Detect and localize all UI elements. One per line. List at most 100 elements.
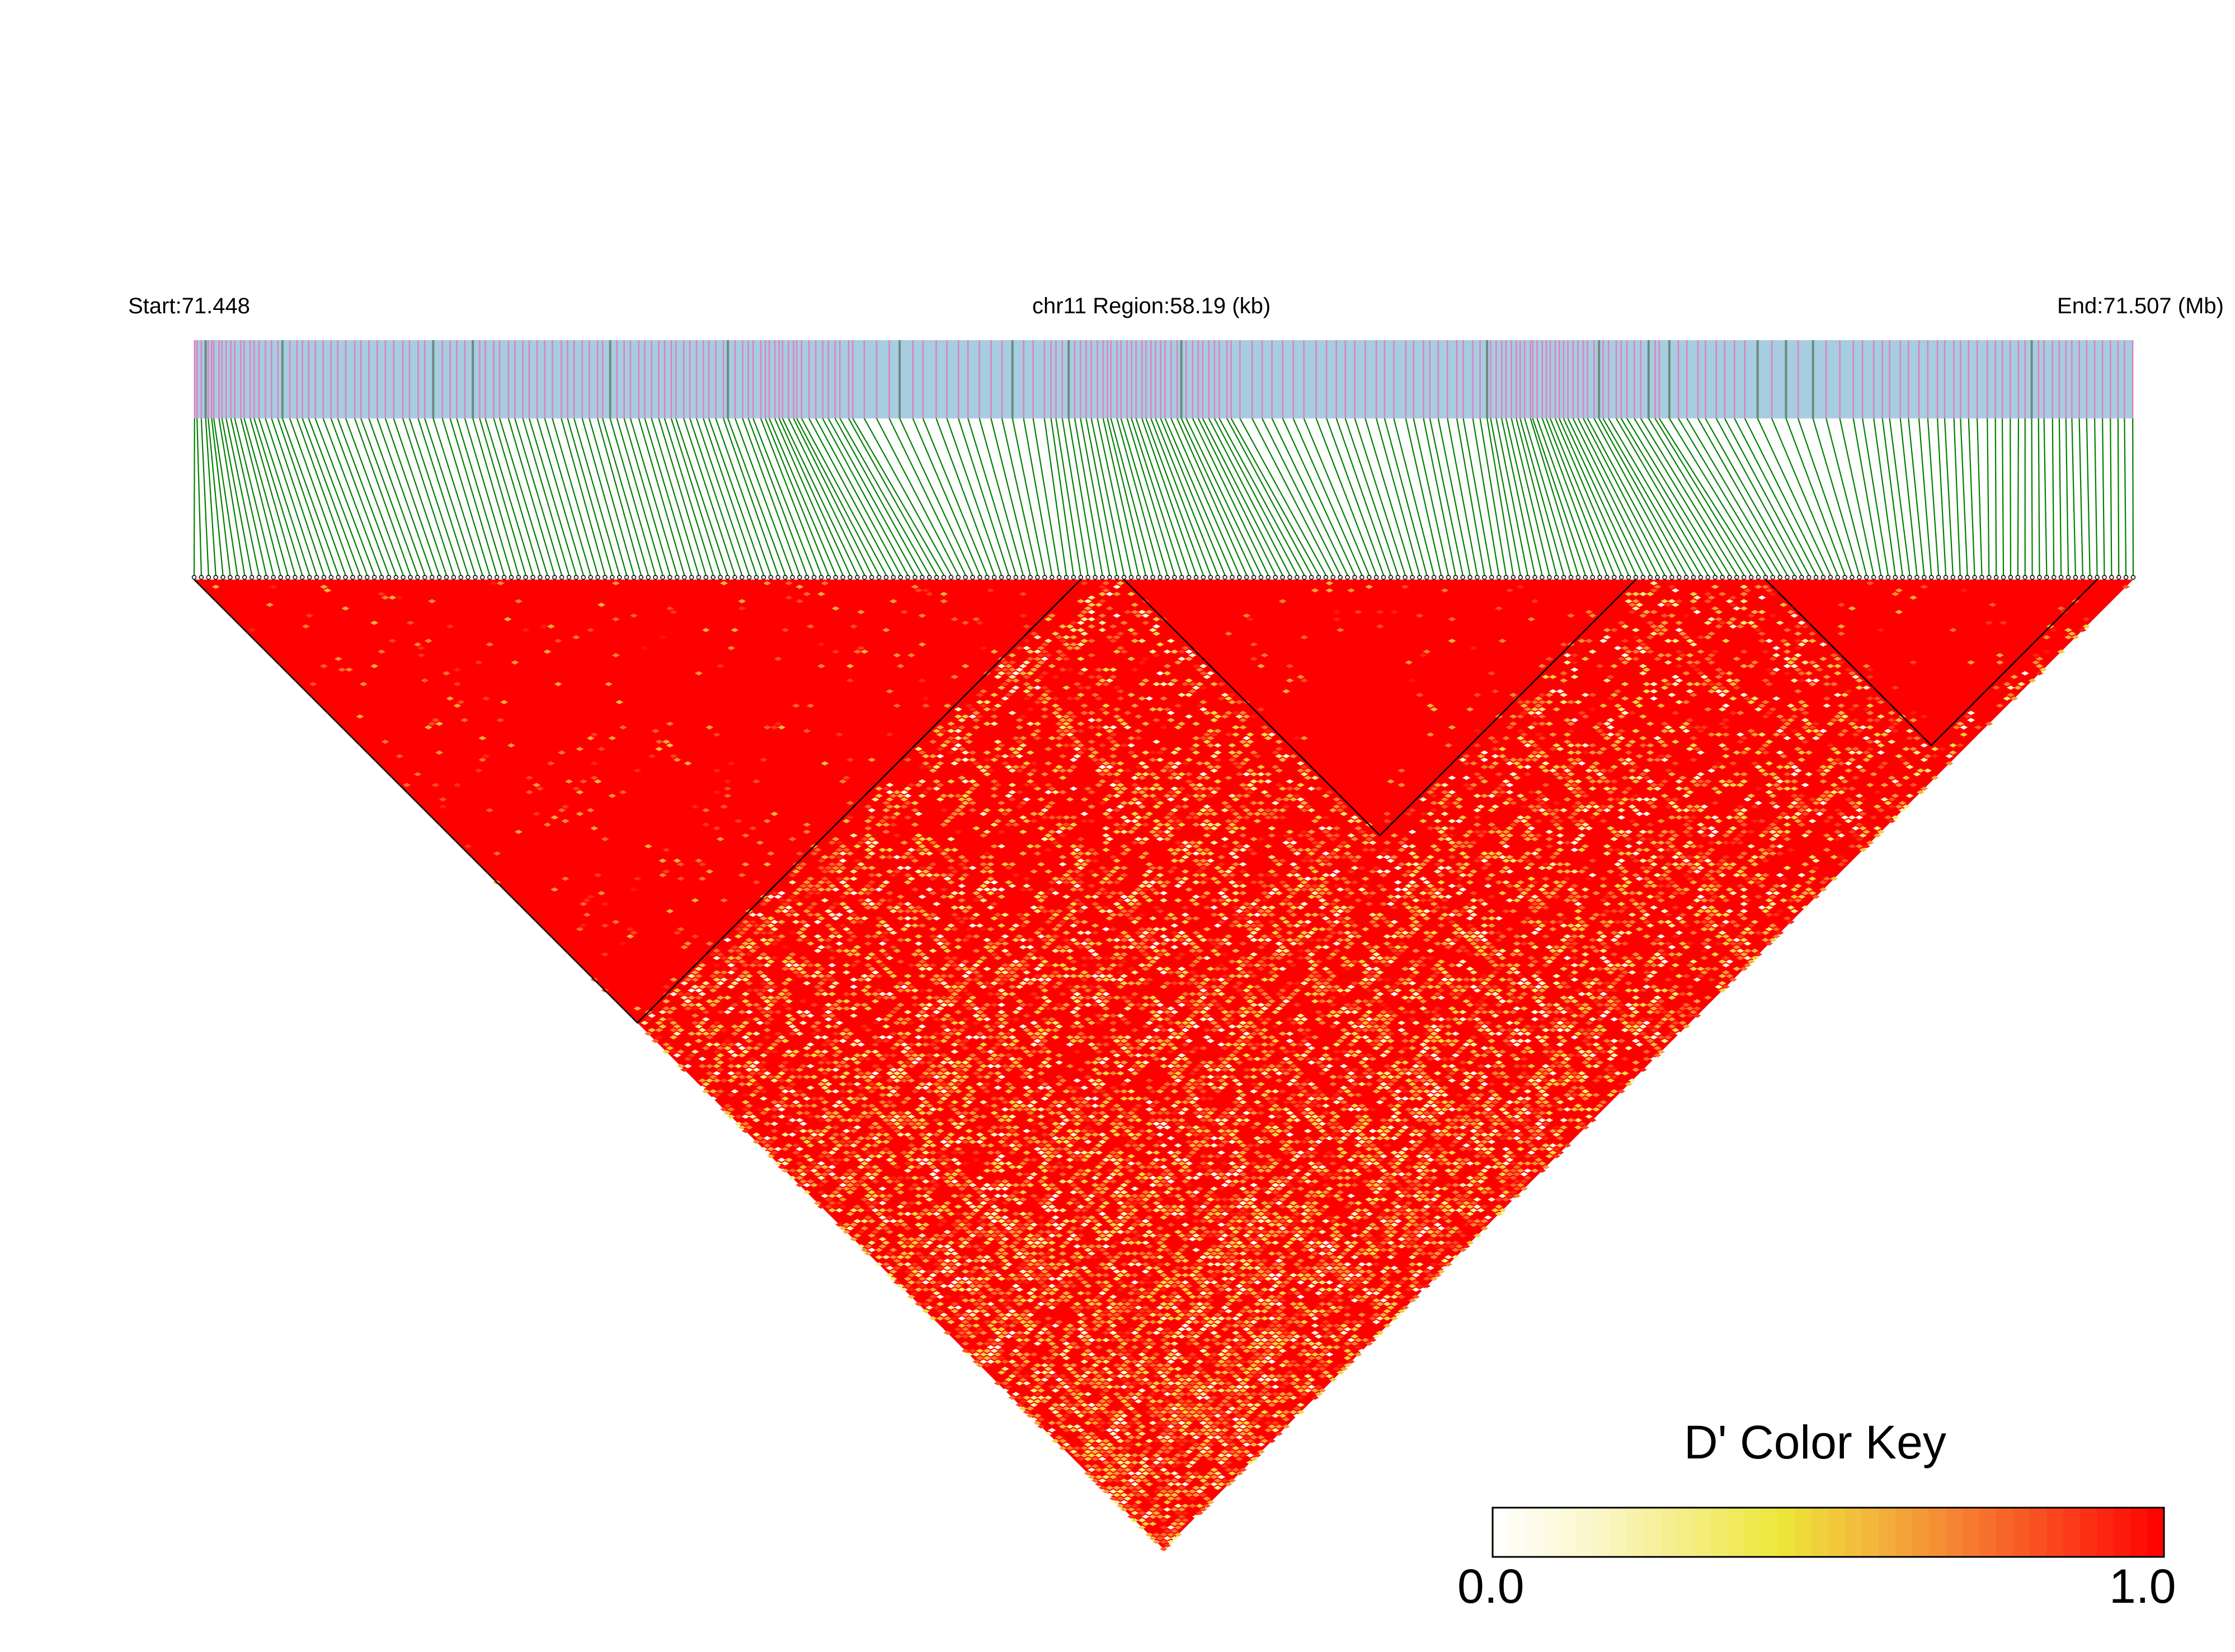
ld-cell bbox=[1149, 1420, 1157, 1425]
ld-cell bbox=[1203, 1453, 1211, 1458]
ld-cell bbox=[759, 1010, 768, 1014]
snp-connector bbox=[393, 418, 448, 576]
ld-cell bbox=[1084, 1377, 1092, 1382]
ld-cell bbox=[705, 1063, 714, 1069]
ld-cell bbox=[1163, 1471, 1171, 1476]
snp-tick bbox=[746, 575, 752, 580]
ld-cell bbox=[698, 1006, 707, 1011]
ld-cell bbox=[781, 1147, 789, 1151]
ld-cell bbox=[904, 1283, 912, 1288]
ld-cell bbox=[799, 1165, 807, 1169]
ld-cell bbox=[1174, 1503, 1182, 1508]
ld-cell bbox=[958, 1222, 966, 1227]
snp-tick bbox=[804, 575, 810, 580]
ld-cell bbox=[806, 1179, 815, 1184]
ld-cell bbox=[965, 1244, 973, 1249]
snp-tick bbox=[1150, 575, 1155, 580]
ld-cell bbox=[763, 1006, 771, 1011]
snp-tick bbox=[256, 575, 262, 580]
ld-cell bbox=[893, 1258, 901, 1263]
snp-tick bbox=[530, 575, 535, 580]
snp-connector bbox=[1881, 418, 1903, 576]
ld-cell bbox=[849, 1100, 858, 1104]
ld-cell bbox=[1166, 1424, 1175, 1429]
ld-cell bbox=[1091, 1435, 1099, 1440]
ld-cell bbox=[983, 1341, 991, 1346]
ld-cell bbox=[968, 1334, 977, 1339]
ld-cell bbox=[1015, 1367, 1024, 1371]
ld-cell bbox=[997, 1312, 1006, 1317]
ld-cell bbox=[601, 901, 609, 906]
ld-cell bbox=[1159, 1395, 1168, 1400]
ld-cell bbox=[1123, 1496, 1132, 1501]
snp-connector bbox=[449, 418, 498, 576]
ld-cell bbox=[1055, 1377, 1064, 1382]
snp-connector bbox=[1080, 418, 1111, 576]
ld-cell bbox=[590, 826, 599, 831]
ld-cell bbox=[731, 966, 739, 971]
ld-cell bbox=[990, 1348, 999, 1353]
snp-connector bbox=[1593, 418, 1680, 576]
ld-cell bbox=[921, 1143, 930, 1148]
ld-cell bbox=[1073, 1453, 1081, 1458]
snp-tick bbox=[494, 575, 500, 580]
ld-cell bbox=[1008, 1244, 1017, 1249]
snp-tick bbox=[783, 575, 788, 580]
ld-cell bbox=[893, 1114, 901, 1119]
ld-cell bbox=[1088, 1467, 1096, 1472]
snp-tick bbox=[624, 575, 629, 580]
ld-cell bbox=[1041, 1363, 1049, 1368]
ld-cell bbox=[810, 1075, 818, 1079]
ld-cell bbox=[745, 1125, 754, 1130]
snp-connector bbox=[638, 418, 685, 576]
ld-cell bbox=[1091, 1320, 1099, 1324]
ld-cell bbox=[1094, 1373, 1103, 1378]
snp-tick bbox=[920, 575, 925, 580]
ld-cell bbox=[759, 1140, 768, 1144]
ld-cell bbox=[1149, 1385, 1157, 1389]
ld-cell bbox=[1008, 1359, 1017, 1364]
ld-cell bbox=[831, 1175, 840, 1180]
ld-cell bbox=[853, 1125, 862, 1130]
ld-cell bbox=[1051, 1388, 1060, 1393]
ld-cell bbox=[586, 808, 595, 813]
snp-tick bbox=[1720, 575, 1725, 580]
ld-cell bbox=[1199, 1478, 1207, 1483]
ld-cell bbox=[745, 1082, 754, 1086]
ld-cell bbox=[662, 1049, 670, 1054]
ld-cell bbox=[882, 1140, 890, 1144]
ld-cell bbox=[1033, 1385, 1042, 1389]
ld-cell bbox=[738, 1075, 746, 1079]
ld-cell bbox=[781, 1053, 789, 1058]
ld-cell bbox=[821, 1143, 829, 1148]
ld-cell bbox=[1123, 1402, 1132, 1408]
snp-tick bbox=[1020, 575, 1025, 580]
ld-cell bbox=[778, 1035, 786, 1040]
ld-cell bbox=[1239, 1467, 1247, 1472]
ld-cell bbox=[1181, 1475, 1189, 1479]
ld-cell bbox=[1188, 1496, 1197, 1501]
snp-connector bbox=[581, 418, 628, 576]
ld-cell bbox=[698, 1078, 707, 1083]
ld-cell bbox=[1094, 1410, 1103, 1415]
ld-cell bbox=[824, 1089, 832, 1094]
ld-cell bbox=[958, 1237, 966, 1241]
ld-cell bbox=[766, 981, 775, 986]
ld-cell bbox=[846, 1089, 854, 1094]
snp-connector bbox=[876, 418, 959, 576]
ld-cell bbox=[1015, 1338, 1024, 1343]
ld-cell bbox=[925, 1240, 934, 1245]
ld-cell bbox=[857, 1244, 865, 1249]
ld-cell bbox=[846, 1140, 854, 1144]
ld-cell bbox=[745, 1067, 754, 1072]
ld-cell bbox=[1026, 1291, 1034, 1296]
ld-cell bbox=[1163, 1435, 1171, 1440]
ld-cell bbox=[1037, 1265, 1046, 1270]
snp-connector bbox=[967, 418, 1017, 576]
ld-cell bbox=[756, 1042, 764, 1047]
ld-cell bbox=[803, 1053, 811, 1058]
ld-cell bbox=[1131, 1503, 1139, 1508]
ld-cell bbox=[759, 995, 768, 1000]
ld-cell bbox=[709, 1096, 717, 1101]
ld-cell bbox=[939, 1262, 948, 1267]
